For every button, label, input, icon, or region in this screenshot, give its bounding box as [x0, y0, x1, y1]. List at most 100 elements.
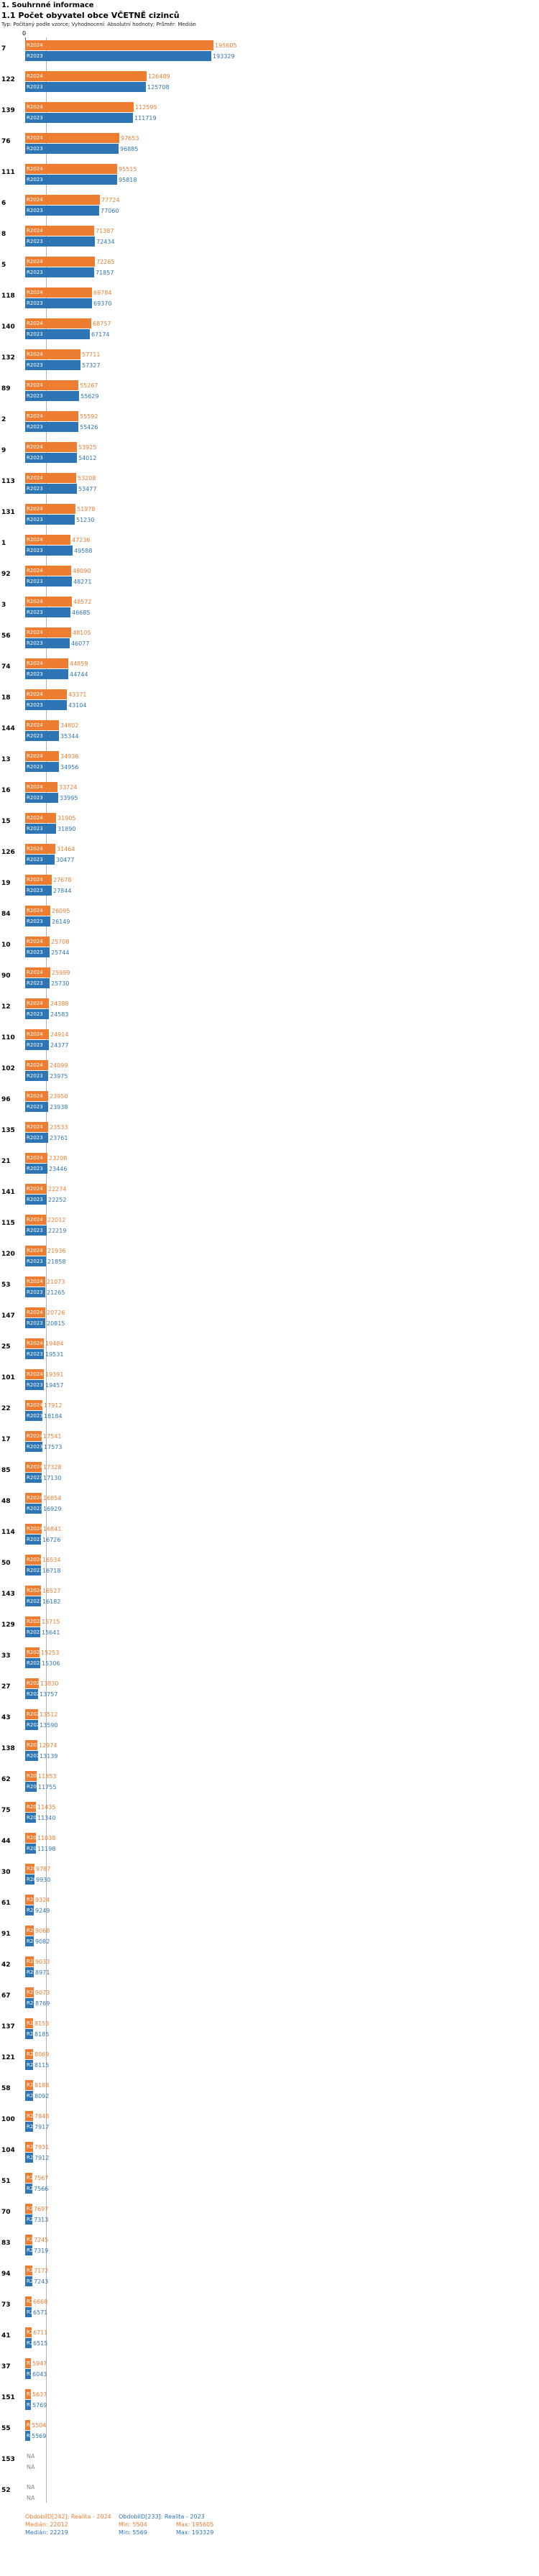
series-label-r2024: R2024 — [27, 2391, 31, 2397]
value-r2024: 44859 — [70, 660, 88, 667]
bar-r2023: R2023 — [25, 329, 90, 339]
series-label-r2024: R2024 — [27, 1217, 43, 1223]
bar-r2023: R2023 — [25, 824, 56, 834]
series-label-r2024: R2024 — [27, 1990, 34, 1995]
value-r2024: 9033 — [35, 1958, 50, 1965]
bar-r2023: R2023 — [25, 1967, 34, 1977]
value-r2023: 35344 — [60, 732, 79, 740]
bar-r2024: R2024 — [25, 1833, 36, 1843]
value-r2024: 12974 — [39, 1742, 57, 1749]
row-label: 122 — [1, 76, 15, 83]
bar-row-2023: R2023 57327 — [25, 360, 539, 370]
bar-group: 140 R2024 68757 R2023 67174 — [0, 318, 539, 339]
bar-group: 100 R2024 7848 R2023 7917 — [0, 2111, 539, 2132]
series-label-r2023: R2023 — [27, 919, 43, 924]
value-r2024: 95515 — [119, 165, 137, 172]
value-r2024: 24914 — [50, 1031, 69, 1038]
row-label: 67 — [1, 1992, 11, 2000]
bar-row-2024: R2024 24099 — [25, 1060, 539, 1070]
row-label: 13 — [1, 756, 11, 763]
bar-r2023: R2023 — [25, 206, 99, 216]
bar-r2024: R2024 — [25, 1709, 38, 1719]
bar-row-2024: R2024 13512 — [25, 1709, 539, 1719]
bar-r2023: R2023 — [25, 1905, 34, 1915]
bar-row-2024: R2024 6668 — [25, 2296, 539, 2306]
series-label-r2023: R2023 — [27, 1877, 34, 1882]
bar-row-2024: R2024 17328 — [25, 1462, 539, 1472]
series-label-r2024: R2024 — [27, 1897, 34, 1903]
value-r2024: 77724 — [101, 196, 120, 203]
bar-group: 56 R2024 48105 R2023 46077 — [0, 627, 539, 648]
bar-r2024: R2024 — [25, 2204, 32, 2214]
row-label: 48 — [1, 1498, 11, 1505]
value-r2024: 15715 — [42, 1618, 60, 1625]
value-r2023: 17573 — [44, 1443, 63, 1450]
bar-row-2023: R2023 15641 — [25, 1627, 539, 1637]
bar-r2023: R2023 — [25, 1009, 49, 1019]
bar-row-2024: R2024 43371 — [25, 689, 539, 699]
bar-group: 113 R2024 53208 R2023 53477 — [0, 473, 539, 494]
value-r2023: 7566 — [34, 2185, 49, 2192]
value-r2023: 69370 — [93, 300, 112, 307]
bar-row-2023: R2023 16718 — [25, 1565, 539, 1576]
bar-row-2023: R2023 16182 — [25, 1596, 539, 1606]
bar-row-2023: R2023 15306 — [25, 1658, 539, 1668]
bar-row-2024: R2024 7172 — [25, 2266, 539, 2276]
value-r2024: 21936 — [47, 1247, 66, 1254]
bar-group: 114 R2024 16841 R2023 16726 — [0, 1524, 539, 1545]
value-r2024: 21073 — [47, 1278, 65, 1285]
value-r2023: 54012 — [78, 454, 97, 461]
value-r2023: 55426 — [80, 423, 98, 431]
series-label-r2024: R2024 — [27, 228, 43, 234]
bar-group: 126 R2024 31464 R2023 30477 — [0, 844, 539, 865]
bar-r2024: R2024 — [25, 1926, 34, 1936]
bar-r2023: R2023 — [25, 2184, 32, 2194]
series-label-r2023: R2023 — [27, 579, 43, 584]
row-label: 70 — [1, 2209, 11, 2216]
bar-row-2024: R2024 26095 — [25, 906, 539, 916]
bar-group: 10 R2024 25708 R2023 25744 — [0, 937, 539, 957]
bar-group: 89 R2024 55267 R2023 55629 — [0, 380, 539, 401]
value-r2024: 71387 — [96, 227, 114, 234]
value-r2024: 17912 — [44, 1402, 63, 1409]
bar-row-2023: R2023 125708 — [25, 82, 539, 92]
value-r2024: 9073 — [35, 1989, 50, 1996]
value-r2024: 6668 — [33, 2298, 48, 2305]
value-r2023: 125708 — [147, 83, 170, 91]
value-r2023: 26149 — [52, 918, 70, 925]
value-r2024: 24388 — [50, 1000, 69, 1007]
series-label-r2023: R2023 — [27, 702, 43, 708]
series-label-r2023: R2023 — [27, 610, 43, 615]
series-label-r2024: R2024 — [27, 1155, 43, 1161]
bar-r2023: R2023 — [25, 2400, 31, 2410]
value-r2023: 24583 — [50, 1011, 69, 1018]
bar-r2024: R2024 — [25, 1400, 42, 1410]
bar-r2024: R2024 — [25, 257, 95, 267]
bar-r2023: R2023 — [25, 2153, 33, 2163]
value-r2024: 6711 — [33, 2329, 48, 2336]
bar-row-2024: R2024 8188 — [25, 2080, 539, 2090]
row-label: 8 — [1, 231, 6, 238]
bar-row-2023: R2023 46685 — [25, 607, 539, 617]
bar-group: 12 R2024 24388 R2023 24583 — [0, 998, 539, 1019]
value-r2024: 48572 — [73, 598, 92, 605]
series-label-r2023: R2023 — [27, 1475, 42, 1481]
bar-r2024: R2024 — [25, 566, 71, 576]
value-r2024: 112595 — [135, 104, 157, 111]
series-label-r2023: R2023 — [27, 2093, 33, 2099]
bar-r2024: R2024 — [25, 1864, 34, 1874]
series-label-r2024: R2024 — [27, 166, 43, 172]
bar-r2024: R2024 — [25, 535, 70, 545]
series-label-r2024: R2024 — [27, 73, 43, 79]
row-label: 110 — [1, 1034, 15, 1041]
row-label: 25 — [1, 1343, 11, 1351]
bar-r2023: R2023 — [25, 1689, 38, 1699]
bar-row-2023: R2023 9082 — [25, 1936, 539, 1946]
value-r2023: 16929 — [43, 1505, 62, 1512]
row-label: 22 — [1, 1405, 11, 1412]
bar-row-2023: R2023 111719 — [25, 113, 539, 123]
bar-group: 58 R2024 8188 R2023 8092 — [0, 2080, 539, 2101]
series-label-r2023: R2023 — [27, 1351, 43, 1357]
bar-r2024: R2024 — [25, 226, 94, 236]
row-label: 126 — [1, 849, 15, 856]
